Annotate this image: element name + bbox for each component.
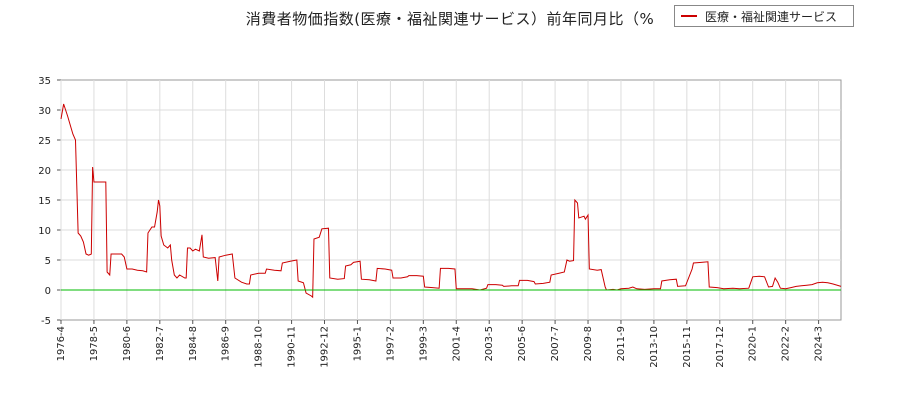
x-tick-label: 2022-2 — [781, 326, 792, 361]
x-tick-label: 1999-3 — [418, 326, 429, 361]
y-tick-label: 15 — [38, 196, 51, 207]
x-tick-label: 2020-1 — [748, 326, 759, 361]
x-tick-label: 2017-12 — [715, 326, 726, 368]
series-line — [60, 103, 842, 299]
x-tick-label: 2024-3 — [814, 326, 825, 361]
x-tick-label: 1997-2 — [385, 326, 396, 361]
x-tick-label: 2005-6 — [517, 326, 528, 361]
x-tick-label: 2001-4 — [451, 326, 462, 361]
x-tick-label: 2015-11 — [682, 326, 693, 368]
y-tick-label: 25 — [38, 136, 51, 147]
x-tick-label: 1995-1 — [352, 326, 363, 361]
y-tick-label: 20 — [38, 166, 51, 177]
y-tick-label: -5 — [41, 316, 51, 327]
x-tick-label: 2013-10 — [649, 326, 660, 368]
y-tick-label: 5 — [45, 256, 51, 267]
y-tick-label: 35 — [38, 76, 51, 87]
x-tick-label: 1978-5 — [89, 326, 100, 361]
y-tick-label: 10 — [38, 226, 51, 237]
x-tick-label: 2009-8 — [583, 326, 594, 361]
y-tick-label: 0 — [45, 286, 51, 297]
x-tick-label: 1988-10 — [254, 326, 265, 368]
legend-label: 医療・福祉関連サービス — [705, 9, 838, 24]
legend: 医療・福祉関連サービス — [674, 5, 854, 27]
legend-swatch — [681, 15, 697, 17]
x-tick-label: 1986-9 — [221, 326, 232, 361]
x-tick-label: 1990-11 — [287, 326, 298, 368]
x-tick-label: 1980-6 — [122, 326, 133, 361]
x-tick-label: 1984-8 — [188, 326, 199, 361]
chart-title: 消費者物価指数(医療・福祉関連サービス）前年同月比（% — [245, 10, 655, 28]
y-tick-label: 30 — [38, 106, 51, 117]
x-tick-label: 2011-9 — [616, 326, 627, 361]
x-tick-label: 2003-5 — [484, 326, 495, 361]
x-tick-label: 1982-7 — [155, 326, 166, 361]
x-tick-label: 1992-12 — [320, 326, 331, 368]
x-tick-label: 2007-7 — [550, 326, 561, 361]
x-tick-label: 1976-4 — [56, 326, 67, 361]
